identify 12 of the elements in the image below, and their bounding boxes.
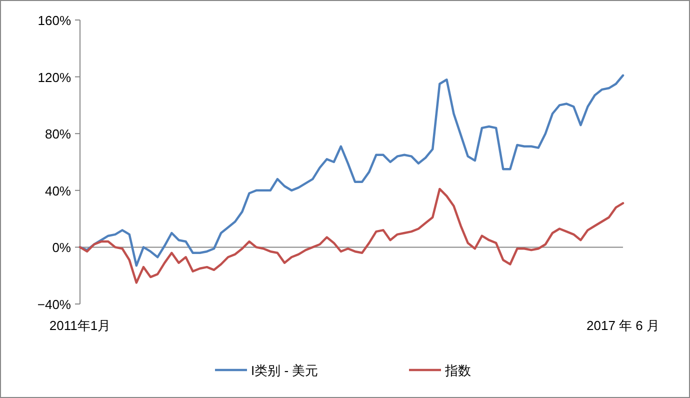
y-tick-label: 120% xyxy=(38,70,72,85)
y-tick-label: −40% xyxy=(37,297,72,312)
y-tick-label: 40% xyxy=(44,183,72,198)
legend-label: I类别 - 美元 xyxy=(251,363,318,378)
line-series xyxy=(78,74,624,267)
legend-label: 指数 xyxy=(444,363,471,378)
y-tick-label: 0% xyxy=(52,240,72,256)
x-tick-label: 2011年1月 xyxy=(49,318,111,333)
x-tick-label: 2017 年 6 月 xyxy=(586,318,660,333)
line-series xyxy=(78,188,624,284)
y-tick-label: 80% xyxy=(44,126,72,142)
y-tick-label: 160% xyxy=(38,13,72,28)
